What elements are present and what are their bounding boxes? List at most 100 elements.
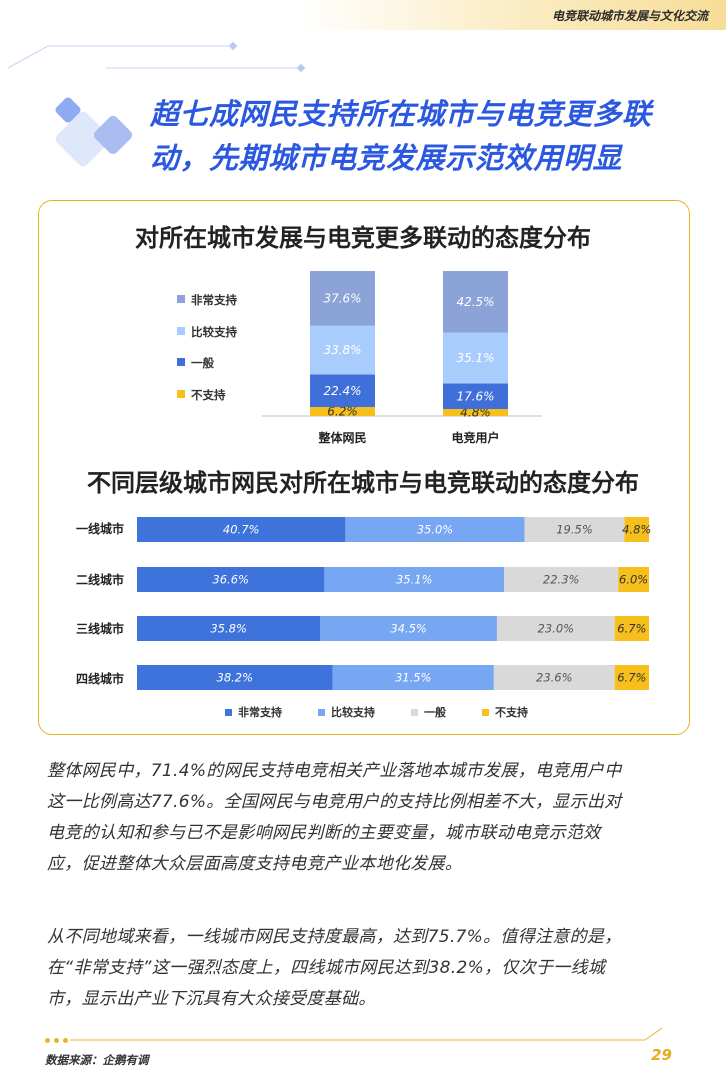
legend-item: 非常支持 [177, 292, 237, 324]
chart2-row-label: 三线城市 [75, 622, 124, 636]
legend-label: 比较支持 [191, 324, 237, 339]
chart2-data-label: 23.0% [538, 622, 575, 636]
chart1-bar-segment [310, 325, 375, 375]
chart2-bar-segment [618, 567, 649, 592]
legend-item: 非常支持 [225, 704, 282, 720]
paragraph-2: 从不同地域来看，一线城市网民支持度最高，达到75.7%。值得注意的是， 在“非常… [47, 922, 687, 1015]
chart2-bar-segment [320, 616, 497, 641]
chart2-data-label: 23.6% [536, 671, 573, 685]
legend-swatch [225, 708, 232, 716]
paragraph-1: 整体网民中，71.4%的网民支持电竞相关产业落地本城市发展，电竞用户中 这一比例… [47, 756, 687, 880]
chart2-bar-segment [624, 517, 649, 542]
data-source: 数据来源：企鹅有调 [45, 1053, 149, 1067]
footer-dots [45, 1038, 72, 1043]
paragraph-line: 整体网民中，71.4%的网民支持电竞相关产业落地本城市发展，电竞用户中 [47, 761, 622, 781]
chart2-bar-segment [137, 665, 333, 690]
deco-diamond [228, 41, 238, 51]
page-number: 29 [651, 1046, 672, 1064]
chart1-bar-segment [443, 271, 508, 333]
legend-item: 比较支持 [177, 324, 237, 356]
chart2-title: 不同层级城市网民对所在城市与电竞联动的态度分布 [87, 469, 639, 497]
legend-item: 比较支持 [318, 704, 375, 720]
paragraph-line: 从不同地域来看，一线城市网民支持度最高，达到75.7%。值得注意的是， [47, 927, 622, 947]
page-headline: 超七成网民支持所在城市与电竞更多联 动，先期城市电竞发展示范效用明显 [150, 92, 710, 180]
legend-swatch [482, 708, 489, 716]
legend-label: 比较支持 [331, 706, 375, 719]
chart1-data-label: 17.6% [456, 389, 494, 403]
legend-label: 不支持 [191, 387, 226, 402]
chart2-data-label: 6.7% [617, 671, 646, 685]
headline-cubes-icon [55, 97, 133, 167]
deco-diamond [296, 63, 306, 73]
paragraph-line: 电竞的认知和参与已不是影响网民判断的主要变量，城市联动电竞示范效 [47, 823, 601, 843]
legend-swatch [177, 295, 185, 303]
chart2-bar-segment [493, 665, 615, 690]
chart2-bar-segment [504, 567, 619, 592]
chart2-data-label: 34.5% [390, 622, 427, 636]
legend-swatch [177, 326, 185, 335]
chart1-data-label: 37.6% [323, 291, 361, 305]
legend-swatch [177, 389, 185, 398]
chart1-data-label: 42.5% [456, 295, 494, 309]
chart1-bar-segment [310, 374, 375, 408]
legend-label: 一般 [191, 356, 214, 370]
paragraph-line: 在“非常支持”这一强烈态度上，四线城市网民达到38.2%，仅次于一线城 [47, 958, 606, 978]
chart2-legend: 非常支持 比较支持 一般 不支持 [225, 704, 564, 720]
legend-item: 不支持 [177, 387, 237, 419]
chart2-bar-segment [137, 517, 346, 542]
legend-label: 不支持 [495, 706, 528, 719]
header-band [300, 0, 726, 30]
chart2-bar-segment [496, 616, 615, 641]
chart1-bar-segment [310, 271, 375, 326]
chart2-bar-segment [614, 665, 649, 690]
legend-swatch [318, 708, 325, 716]
chart2-data-label: 6.7% [617, 622, 646, 636]
paragraph-line: 这一比例高达77.6%。全国网民与电竞用户的支持比例相差不大，显示出对 [47, 792, 622, 812]
chart2-bar-segment [137, 567, 325, 592]
chart1-data-label: 33.8% [323, 343, 361, 357]
chart1-category-label: 整体网民 [317, 430, 366, 445]
chart2-data-label: 38.2% [217, 671, 254, 685]
chart2-horizontal-stacked-bar: 40.7% 35.0% 19.5% 4.8% 36.6% 35.1% 22.3% 6.0% 35… [137, 517, 651, 690]
chart2-data-label: 36.6% [212, 573, 249, 587]
chart2-data-label: 40.7% [223, 523, 260, 537]
legend-swatch [177, 358, 185, 366]
headline-line-2: 动，先期城市电竞发展示范效用明显 [150, 141, 623, 175]
chart2-data-label: 35.0% [417, 523, 454, 537]
chart2-data-label: 6.0% [619, 573, 648, 587]
chart2-data-label: 35.1% [396, 573, 433, 587]
chart2-bar-segment [345, 517, 525, 542]
chart1-data-label: 35.1% [456, 351, 494, 365]
legend-swatch [411, 708, 418, 716]
headline-line-1: 超七成网民支持所在城市与电竞更多联 [150, 97, 652, 131]
chart2-row-label: 四线城市 [75, 672, 124, 686]
chart1-bar-segment [443, 332, 508, 384]
chart2-data-label: 35.8% [210, 622, 247, 636]
legend-item: 一般 [177, 355, 237, 387]
legend-label: 一般 [424, 706, 446, 719]
legend-item: 一般 [411, 704, 446, 720]
chart1-data-label: 6.2% [327, 405, 358, 419]
chart2-data-label: 19.5% [556, 523, 593, 537]
legend-label: 非常支持 [238, 706, 282, 719]
legend-item: 不支持 [482, 704, 528, 720]
paragraph-line: 应，促进整体大众层面高度支持电竞产业本地化发展。 [47, 854, 463, 874]
chart2-bar-segment [524, 517, 625, 542]
chart1-bar-segment [443, 409, 508, 416]
chart2-bar-segment [324, 567, 505, 592]
chart2-bar-segment [332, 665, 494, 690]
chart1-bar-segment [443, 383, 508, 410]
chart2-bar-segment [614, 616, 649, 641]
chart1-data-label: 22.4% [323, 384, 361, 398]
legend-label: 非常支持 [191, 293, 237, 307]
chart1-legend: 非常支持 比较支持 一般 不支持 [177, 292, 237, 418]
deco-line [7, 45, 49, 69]
chart2-row-label: 一线城市 [75, 522, 124, 536]
chart1-bar-segment [310, 407, 375, 416]
chart2-bar-segment [137, 616, 321, 641]
chart1-category-label: 电竞用户 [451, 430, 499, 445]
chart2-data-label: 31.5% [395, 671, 432, 685]
chart1-title: 对所在城市发展与电竞更多联动的态度分布 [135, 224, 591, 252]
header-decoration [7, 41, 306, 167]
chart2-data-label: 4.8% [622, 523, 651, 537]
